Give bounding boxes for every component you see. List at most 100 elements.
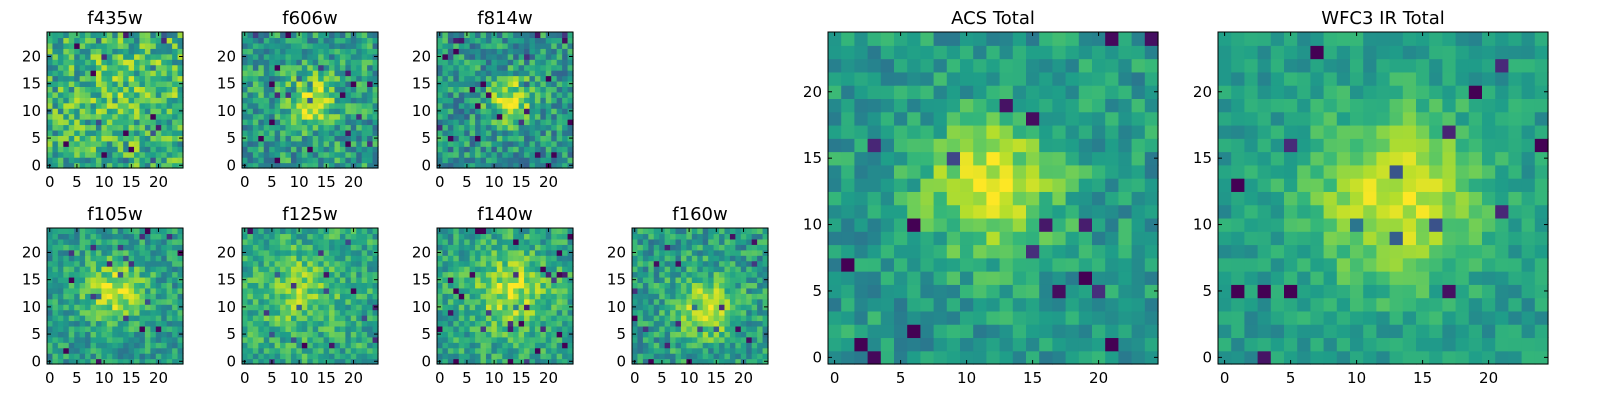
heatmap-cell — [469, 151, 476, 158]
heatmap-cell — [329, 271, 336, 278]
heatmap-cell — [437, 48, 444, 55]
heatmap-cell — [670, 276, 677, 283]
heatmap-cell — [247, 309, 254, 316]
heatmap-cell — [659, 276, 666, 283]
heatmap-cell — [502, 75, 509, 82]
heatmap-cell — [464, 48, 471, 55]
heatmap-cell — [828, 178, 842, 192]
heatmap-cell — [247, 353, 254, 360]
heatmap-cell — [485, 238, 492, 245]
heatmap-cell — [123, 260, 130, 267]
heatmap-cell — [312, 86, 319, 93]
heatmap-cell — [280, 140, 287, 147]
heatmap-cell — [729, 325, 736, 332]
heatmap-cell — [702, 347, 709, 354]
heatmap-cell — [68, 124, 75, 131]
heatmap-cell — [155, 353, 162, 360]
heatmap-cell — [372, 42, 379, 49]
heatmap-cell — [134, 80, 141, 87]
heatmap-cell — [540, 124, 547, 131]
heatmap-cell — [101, 276, 108, 283]
heatmap-cell — [480, 75, 487, 82]
heatmap-cell — [356, 48, 363, 55]
heatmap-cell — [480, 129, 487, 136]
heatmap-cell — [464, 102, 471, 109]
heatmap-cell — [562, 255, 569, 262]
heatmap-cell — [155, 102, 162, 109]
heatmap-cell — [150, 347, 157, 354]
heatmap-cell — [172, 282, 179, 289]
heatmap-cell — [85, 70, 92, 77]
heatmap-cell — [361, 271, 368, 278]
heatmap-cell — [453, 228, 460, 235]
heatmap-cell — [350, 97, 357, 104]
heatmap-cell — [841, 191, 855, 206]
heatmap-cell — [367, 320, 374, 327]
heatmap-cell — [1144, 257, 1159, 272]
heatmap-cell — [437, 309, 444, 316]
heatmap-cell — [999, 231, 1014, 246]
heatmap-cell — [134, 140, 141, 147]
heatmap-cell — [139, 233, 146, 240]
heatmap-cell — [361, 336, 368, 343]
heatmap-cell — [551, 287, 558, 294]
heatmap-cell — [551, 113, 558, 120]
heatmap-cell — [367, 70, 374, 77]
heatmap-cell — [437, 157, 444, 164]
heatmap-cell — [95, 146, 102, 153]
heatmap-cell — [372, 244, 379, 251]
heatmap-cell — [312, 336, 319, 343]
heatmap-cell — [480, 124, 487, 131]
heatmap-cell — [502, 331, 509, 338]
heatmap-cell — [301, 162, 308, 169]
heatmap-cell — [356, 293, 363, 300]
heatmap-cell — [323, 86, 330, 93]
heatmap-cell — [85, 59, 92, 66]
heatmap-cell — [150, 48, 157, 55]
heatmap-cell — [252, 331, 259, 338]
heatmap-cell — [172, 119, 179, 126]
heatmap-cell — [841, 151, 855, 166]
heatmap-cell — [854, 231, 869, 246]
heatmap-cell — [318, 140, 325, 147]
heatmap-cell — [562, 119, 569, 126]
heatmap-cell — [529, 315, 536, 322]
heatmap-cell — [642, 228, 649, 235]
heatmap-cell — [458, 342, 465, 349]
heatmap-cell — [648, 358, 655, 365]
heatmap-cell — [52, 108, 59, 115]
heatmap-cell — [52, 228, 59, 235]
heatmap-cell — [534, 249, 541, 256]
heatmap-cell — [285, 249, 292, 256]
heatmap-cell — [269, 260, 276, 267]
heatmap-cell — [123, 244, 130, 251]
heatmap-cell — [166, 325, 173, 332]
heatmap-cell — [172, 97, 179, 104]
heatmap-cell — [172, 53, 179, 60]
heatmap-cell — [534, 244, 541, 251]
heatmap-cell — [491, 249, 498, 256]
heatmap-cell — [123, 238, 130, 245]
heatmap-cell — [491, 151, 498, 158]
heatmap-cell — [68, 146, 75, 153]
heatmap-cell — [485, 102, 492, 109]
heatmap-cell — [740, 255, 747, 262]
heatmap-cell — [648, 320, 655, 327]
heatmap-cell — [318, 102, 325, 109]
heatmap-cell — [74, 108, 81, 115]
heatmap-cell — [475, 315, 482, 322]
heatmap-cell — [274, 238, 281, 245]
heatmap-cell — [334, 233, 341, 240]
heatmap-cell — [139, 32, 146, 39]
heatmap-cell — [285, 59, 292, 66]
heatmap-cell — [334, 91, 341, 98]
heatmap-cell — [513, 157, 520, 164]
heatmap-cell — [79, 135, 86, 142]
heatmap-cell — [90, 358, 97, 365]
heatmap-cell — [274, 102, 281, 109]
heatmap-cell — [63, 102, 70, 109]
heatmap-cell — [134, 129, 141, 136]
heatmap-cell — [740, 238, 747, 245]
heatmap-cell — [117, 140, 124, 147]
heatmap-cell — [63, 151, 70, 158]
